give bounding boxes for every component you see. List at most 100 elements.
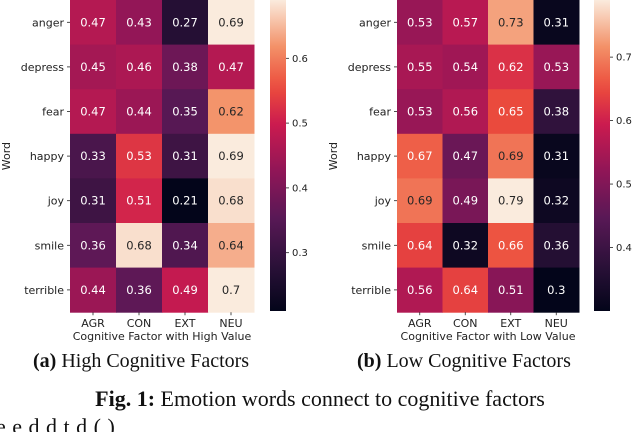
heatmap-cell [488,0,534,46]
y-tick-label: happy [357,150,392,163]
y-tick-label: joy [47,195,65,208]
y-tick-label: joy [374,195,392,208]
subcaption-b-label: (b) [357,350,382,372]
cell-value-label: 0.7 [222,283,240,297]
cell-value-label: 0.69 [218,149,244,163]
heatmap-cell [116,0,163,46]
cell-value-label: 0.21 [172,194,198,208]
y-axis-title: Word [0,142,13,170]
heatmap-cell [488,44,534,90]
cell-value-label: 0.3 [547,283,565,297]
x-tick-label: AGR [81,317,105,330]
cell-value-label: 0.53 [126,149,152,163]
heatmap-cell [397,178,443,224]
cell-value-label: 0.46 [126,60,152,74]
heatmap-cell [488,133,534,179]
heatmap-cell [488,89,534,135]
heatmap-cell [442,89,489,135]
figure-caption-label: Fig. 1: [95,386,156,411]
heatmap-cell [208,267,255,313]
cell-value-label: 0.38 [543,105,569,119]
cell-value-label: 0.36 [126,283,152,297]
heatmap-cell [162,223,209,269]
y-tick-label: fear [369,106,391,119]
heatmap-cell [70,133,117,179]
subcaption-a-text: High Cognitive Factors [61,350,250,372]
x-axis-title: Cognitive Factor with Low Value [401,330,576,343]
heatmap-cell [116,44,163,90]
x-tick-label: EXT [174,317,195,330]
cell-value-label: 0.64 [218,238,244,252]
heatmap-cell [533,44,580,90]
heatmap-cell [397,133,443,179]
x-tick-label: CON [453,317,478,330]
cell-value-label: 0.33 [80,149,106,163]
colorbar-tick-label: 0.5 [616,180,632,191]
subcaption-b-text: Low Cognitive Factors [386,350,571,372]
heatmap-cell [488,267,534,313]
cell-value-label: 0.27 [172,15,198,29]
cell-value-label: 0.69 [498,149,524,163]
cell-value-label: 0.36 [80,238,106,252]
cell-value-label: 0.68 [126,238,152,252]
heatmap-cell [116,89,163,135]
colorbar-tick-label: 0.3 [292,248,308,259]
heatmap-cell [162,44,209,90]
heatmap-cell [397,0,443,46]
cell-value-label: 0.31 [80,194,106,208]
cell-value-label: 0.43 [126,15,152,29]
cell-value-label: 0.68 [218,194,244,208]
heatmap-cell [533,133,580,179]
cell-value-label: 0.32 [543,194,569,208]
cell-value-label: 0.51 [126,194,152,208]
colorbar-tick-label: 0.6 [292,54,308,65]
heatmap-cell [162,133,209,179]
cell-value-label: 0.36 [543,238,569,252]
cell-value-label: 0.66 [498,238,524,252]
y-tick-label: depress [21,61,65,74]
heatmap-cell [70,89,117,135]
x-axis-title: Cognitive Factor with High Value [73,330,252,343]
heatmap-cell [442,44,489,90]
x-tick-label: NEU [545,317,568,330]
cell-value-label: 0.47 [218,60,244,74]
x-tick-label: EXT [500,317,521,330]
heatmap-cell [116,178,163,224]
cell-value-label: 0.65 [498,105,524,119]
colorbar-tick-label: 0.6 [616,116,632,127]
cell-value-label: 0.53 [407,15,433,29]
cell-value-label: 0.53 [407,105,433,119]
heatmap-cell [533,223,580,269]
y-tick-label: anger [359,16,391,29]
heatmap-cell [397,223,443,269]
heatmap-cell [533,178,580,224]
heatmap-cell [208,133,255,179]
heatmap-cell [208,44,255,90]
heatmap-cell [397,89,443,135]
heatmap-cell [70,44,117,90]
cell-value-label: 0.69 [218,15,244,29]
figure-caption: Fig. 1: Emotion words connect to cogniti… [0,386,640,412]
figure-panels: 0.47 0.43 0.27 0.69 0.45 0.46 0.38 0.47 0.47 0.44… [0,0,632,343]
colorbar-tick-label: 0.4 [292,183,308,194]
cell-value-label: 0.79 [498,194,524,208]
y-tick-label: anger [32,16,64,29]
heatmap-cell [533,267,580,313]
cell-value-label: 0.67 [407,149,433,163]
cell-value-label: 0.44 [80,283,106,297]
y-tick-label: fear [42,106,64,119]
heatmap-cell [70,223,117,269]
cropped-body-text: e e d d t d ( ) [0,416,640,432]
colorbar [594,0,610,311]
cell-value-label: 0.53 [543,60,569,74]
cell-value-label: 0.64 [452,283,478,297]
x-tick-label: NEU [219,317,242,330]
subcaption-a-label: (a) [33,350,57,372]
heatmap-cell [70,178,117,224]
heatmap-high-cognitive-factors: 0.47 0.43 0.27 0.69 0.45 0.46 0.38 0.47 0.47 0.44… [0,0,308,343]
heatmap-cell [208,223,255,269]
heatmap-cell [116,223,163,269]
colorbar [270,0,286,311]
cell-value-label: 0.64 [407,238,433,252]
heatmap-cell [533,0,580,46]
